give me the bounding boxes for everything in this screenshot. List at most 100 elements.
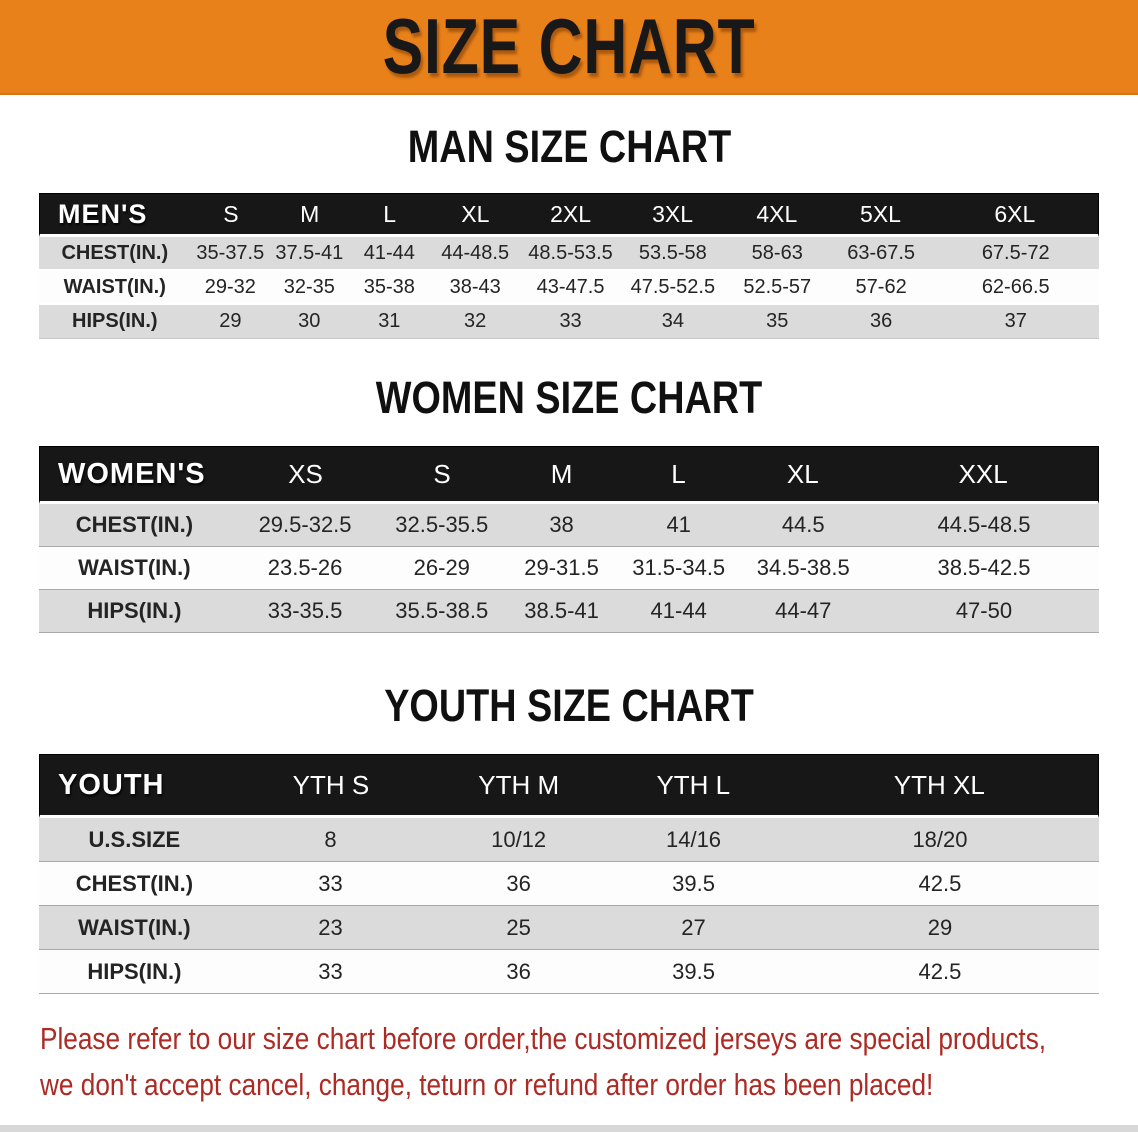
table-row: WAIST(IN.) 23 25 27 29 (39, 906, 1099, 950)
table-cell: 34 (661, 310, 684, 332)
column-header: 4XL (756, 200, 798, 227)
table-cell: 33 (318, 870, 343, 896)
page-title: SIZE CHART (382, 2, 756, 90)
table-cell: 48.5-53.5 (528, 241, 613, 264)
table-cell: 39.5 (672, 870, 715, 896)
disclaimer-text: Please refer to our size chart before or… (40, 1016, 1100, 1108)
table-cell: 42.5 (918, 958, 962, 984)
column-header: 6XL (994, 200, 1036, 227)
table-cell: 36 (506, 958, 531, 984)
row-label: CHEST(IN.) (75, 512, 194, 537)
row-label: U.S.SIZE (88, 826, 181, 852)
table-cell: 42.5 (918, 870, 962, 896)
youth-header-label: YOUTH (58, 768, 165, 801)
column-header: YTH XL (893, 769, 985, 800)
table-row: CHEST(IN.) 29.5-32.5 32.5-35.5 38 41 44.5 44.5… (39, 504, 1099, 547)
column-header: YTH M (478, 769, 560, 800)
row-label: WAIST(IN.) (78, 555, 191, 580)
disclaimer-line: we don't accept cancel, change, teturn o… (40, 1067, 934, 1102)
table-cell: 41-44 (363, 241, 415, 264)
table-cell: 53.5-58 (638, 241, 707, 264)
table-cell: 43-47.5 (536, 275, 605, 298)
table-cell: 26-29 (413, 555, 470, 580)
column-header: 2XL (550, 200, 591, 227)
table-cell: 23.5-26 (267, 555, 343, 580)
youth-section-heading-text: YOUTH SIZE CHART (384, 680, 754, 731)
table-cell: 35.5-38.5 (395, 598, 489, 623)
mens-header-label: MEN'S (58, 198, 148, 229)
mens-size-table: MEN'S S M L XL 2XL 3XL 4XL 5XL 6XL CHEST(IN.) 35-37… (39, 193, 1099, 339)
row-label: CHEST(IN.) (61, 241, 169, 264)
table-row: HIPS(IN.) 33 36 39.5 42.5 (39, 950, 1099, 994)
table-row: WAIST(IN.) 23.5-26 26-29 29-31.5 31.5-34.5 34… (39, 547, 1099, 590)
column-header: XL (461, 200, 490, 227)
row-label: WAIST(IN.) (78, 914, 191, 940)
men-section-heading: MAN SIZE CHART (0, 124, 1138, 169)
women-section-heading: WOMEN SIZE CHART (0, 375, 1138, 420)
table-cell: 47-50 (955, 598, 1013, 623)
table-cell: 38.5-41 (524, 598, 599, 623)
table-cell: 35-37.5 (196, 241, 265, 264)
column-header: M (550, 458, 573, 489)
table-cell: 58-63 (751, 241, 803, 264)
row-label: CHEST(IN.) (75, 870, 194, 896)
row-label: HIPS(IN.) (87, 958, 182, 984)
table-cell: 37 (1004, 310, 1027, 332)
column-header: 5XL (860, 200, 901, 227)
table-cell: 10/12 (491, 826, 547, 852)
column-header: S (223, 200, 239, 227)
column-header: L (671, 458, 686, 489)
youth-size-table: YOUTH YTH S YTH M YTH L YTH XL U.S.SIZE 8 10/12… (39, 754, 1099, 994)
table-cell: 44.5 (781, 512, 825, 537)
table-cell: 23 (318, 914, 343, 940)
disclaimer: Please refer to our size chart before or… (40, 1016, 1138, 1108)
table-cell: 37.5-41 (275, 241, 344, 264)
row-label: WAIST(IN.) (63, 275, 166, 298)
table-row: CHEST(IN.) 33 36 39.5 42.5 (39, 862, 1099, 906)
mens-header-row: MEN'S S M L XL 2XL 3XL 4XL 5XL 6XL (39, 193, 1099, 237)
table-cell: 38 (549, 512, 574, 537)
table-cell: 29.5-32.5 (258, 512, 352, 537)
table-cell: 27 (681, 914, 706, 940)
table-cell: 29 (927, 914, 953, 940)
table-cell: 32.5-35.5 (395, 512, 489, 537)
table-cell: 41-44 (650, 598, 707, 623)
youth-section-heading: YOUTH SIZE CHART (0, 683, 1138, 728)
disclaimer-line: Please refer to our size chart before or… (40, 1021, 1047, 1056)
table-cell: 35-38 (363, 275, 415, 298)
womens-header-label: WOMEN'S (58, 457, 206, 490)
table-cell: 35 (766, 310, 789, 332)
table-cell: 57-62 (855, 275, 907, 298)
womens-size-table: WOMEN'S XS S M L XL XXL CHEST(IN.) 29.5-32.5 32.5… (39, 446, 1099, 633)
column-header: YTH S (292, 769, 370, 800)
table-cell: 29 (219, 310, 242, 332)
column-header: M (300, 200, 320, 227)
row-label: HIPS(IN.) (72, 310, 158, 332)
table-cell: 36 (506, 870, 531, 896)
table-cell: 18/20 (912, 826, 968, 852)
womens-header-row: WOMEN'S XS S M L XL XXL (39, 446, 1099, 504)
table-cell: 44-48.5 (441, 241, 510, 264)
column-header: L (383, 200, 397, 227)
table-cell: 32-35 (283, 275, 335, 298)
table-cell: 63-67.5 (847, 241, 916, 264)
youth-header-row: YOUTH YTH S YTH M YTH L YTH XL (39, 754, 1099, 818)
table-cell: 39.5 (672, 958, 715, 984)
table-cell: 38.5-42.5 (937, 555, 1031, 580)
column-header: XXL (958, 458, 1008, 489)
table-cell: 31.5-34.5 (632, 555, 726, 580)
table-row: WAIST(IN.) 29-32 32-35 35-38 38-43 43-47.5 47.… (39, 271, 1099, 305)
column-header: XL (786, 458, 819, 489)
table-cell: 30 (298, 310, 321, 332)
table-cell: 34.5-38.5 (756, 555, 850, 580)
table-cell: 41 (666, 512, 691, 537)
table-cell: 33 (318, 958, 343, 984)
column-header: YTH L (656, 769, 731, 800)
column-header: XS (288, 458, 323, 489)
bottom-edge-strip (0, 1125, 1138, 1132)
men-section-heading-text: MAN SIZE CHART (407, 121, 731, 172)
column-header: 3XL (652, 200, 694, 227)
row-label: HIPS(IN.) (87, 598, 182, 623)
title-banner: SIZE CHART (0, 0, 1138, 95)
